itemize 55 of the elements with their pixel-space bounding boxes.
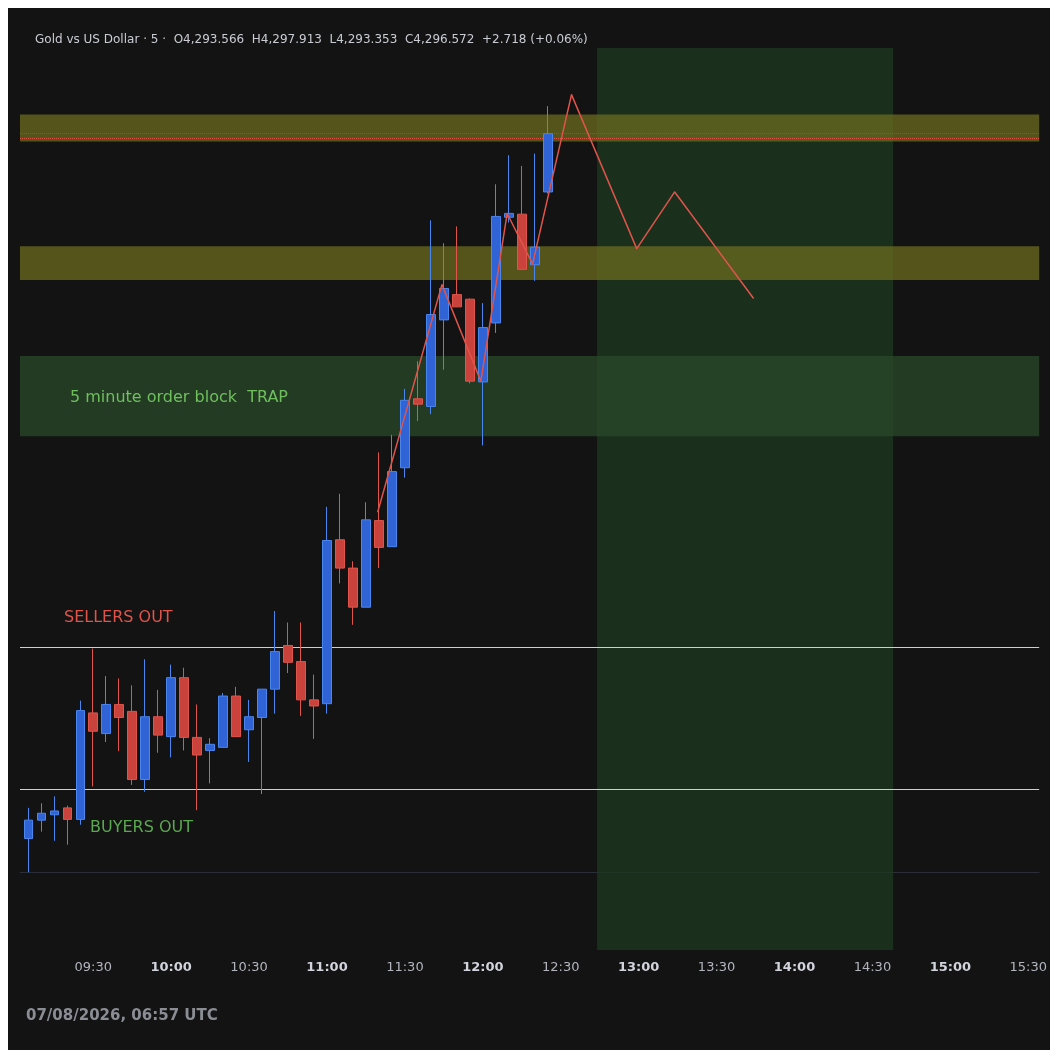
candlestick (153, 689, 163, 754)
candlestick (387, 434, 397, 548)
candlestick (400, 388, 410, 479)
candlestick (283, 621, 293, 674)
candlestick (439, 242, 449, 371)
candlestick (166, 664, 176, 758)
x-tick-label: 12:00 (462, 959, 504, 974)
candlestick (101, 675, 111, 743)
candlestick (127, 684, 137, 786)
x-tick-label: 11:30 (386, 959, 424, 974)
candlestick (179, 667, 189, 751)
candlestick (192, 703, 202, 811)
candlestick (24, 807, 33, 873)
candlestick (270, 610, 280, 715)
annotation: BUYERS OUT (90, 816, 194, 836)
candlestick (361, 501, 371, 608)
candlestick (348, 560, 358, 626)
candlestick (88, 648, 98, 787)
candlestick (114, 677, 124, 752)
candlestick (218, 692, 228, 748)
candlestick (335, 493, 345, 584)
candlestick (517, 165, 527, 270)
band-label: 5 minute order block TRAP (70, 386, 289, 406)
x-tick-label: 15:30 (1009, 959, 1047, 974)
candlestick (426, 219, 436, 415)
candlestick (322, 506, 332, 715)
x-tick-label: 12:30 (542, 959, 580, 974)
candlestick (413, 360, 423, 422)
candlestick (465, 297, 475, 384)
text: 07/08/2026, 06:57 UTC (26, 1005, 218, 1024)
candlestick (63, 805, 72, 846)
x-tick-label: 09:30 (74, 959, 112, 974)
candlestick (140, 658, 150, 793)
candlestick (76, 700, 85, 826)
x-tick-label: 14:30 (853, 959, 892, 974)
candlestick (543, 105, 553, 194)
candlestick (257, 688, 267, 795)
candlestick (296, 621, 306, 717)
x-tick-label: 13:30 (697, 959, 736, 974)
x-tick-label: 13:00 (617, 959, 660, 974)
candlestick (309, 674, 319, 740)
x-tick-label: 15:00 (929, 959, 972, 974)
candlestick (231, 686, 241, 738)
candlestick (205, 737, 215, 784)
candlestick (50, 795, 59, 842)
annotation: SELLERS OUT (64, 606, 173, 626)
chart-title: Gold vs US Dollar · 5 · O4,293.566 H4,297.913 L4,293.353 C4,296.572 +2.718 (+0.06%) (35, 32, 588, 46)
candlestick (452, 225, 462, 308)
x-tick-label: 10:00 (150, 959, 192, 974)
x-tick-label: 14:00 (773, 959, 816, 974)
candlestick (244, 699, 254, 763)
candlestick (37, 802, 46, 833)
candlestick (491, 183, 501, 334)
x-tick-label: 11:00 (306, 959, 348, 974)
x-tick-label: 10:30 (230, 959, 268, 974)
